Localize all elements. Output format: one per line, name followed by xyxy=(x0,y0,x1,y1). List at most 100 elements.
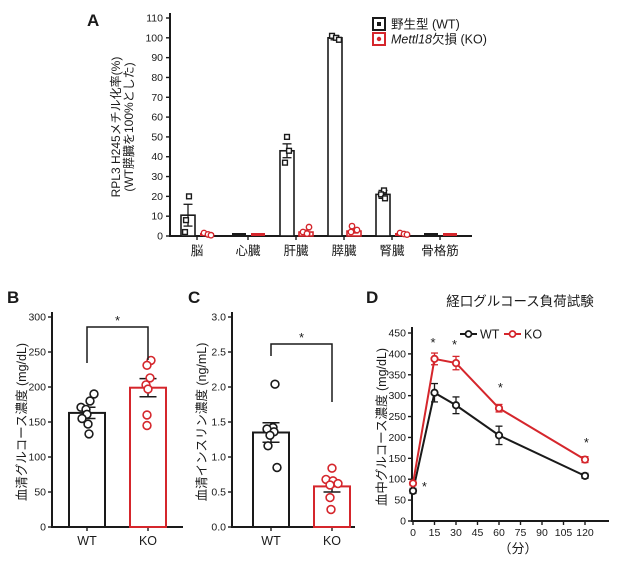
svg-text:70: 70 xyxy=(151,92,163,104)
svg-text:1.5: 1.5 xyxy=(211,417,226,429)
svg-text:脳: 脳 xyxy=(191,244,204,258)
svg-text:腎臓: 腎臓 xyxy=(379,244,405,258)
svg-text:300: 300 xyxy=(28,312,46,324)
svg-text:105: 105 xyxy=(555,527,573,539)
svg-text:*: * xyxy=(431,335,436,350)
svg-text:（分）: （分） xyxy=(498,541,537,556)
panel-a-category-labels: 脳 心臓 肝臓 膵臓 腎臓 骨格筋 xyxy=(191,243,459,258)
panel-d-label: D xyxy=(366,288,379,307)
svg-text:*: * xyxy=(498,380,503,395)
svg-text:KO: KO xyxy=(524,328,542,342)
svg-text:血清インスリン濃度 (ng/mL): 血清インスリン濃度 (ng/mL) xyxy=(195,343,209,502)
svg-text:0: 0 xyxy=(40,522,46,534)
svg-text:WT: WT xyxy=(261,534,281,548)
svg-text:2.5: 2.5 xyxy=(211,347,226,359)
panel-a-series-wt xyxy=(180,32,438,237)
panel-b-label: B xyxy=(7,288,20,307)
svg-text:3.0: 3.0 xyxy=(211,312,226,324)
svg-text:膵臓: 膵臓 xyxy=(331,244,357,258)
svg-text:0: 0 xyxy=(400,516,406,528)
svg-text:150: 150 xyxy=(388,453,406,465)
panel-b-bar-wt xyxy=(68,389,106,528)
svg-text:1.0: 1.0 xyxy=(211,452,226,464)
svg-text:80: 80 xyxy=(151,72,163,84)
panel-d-axes xyxy=(408,327,609,525)
svg-text:50: 50 xyxy=(151,131,163,143)
svg-text:250: 250 xyxy=(28,347,46,359)
svg-text:60: 60 xyxy=(151,112,163,124)
svg-text:90: 90 xyxy=(151,52,163,64)
panel-a-axes xyxy=(166,13,472,240)
svg-text:*: * xyxy=(452,337,457,352)
svg-text:野生型 (WT): 野生型 (WT) xyxy=(391,18,460,32)
panel-b-category-labels: WT KO xyxy=(77,534,157,548)
svg-text:Mettl18欠損 (KO): Mettl18欠損 (KO) xyxy=(391,32,487,47)
panel-b-ytick-labels: 0 50 100 150 200 250 300 xyxy=(28,312,46,534)
svg-text:90: 90 xyxy=(536,527,548,539)
panel-b-ylabel: 血清グルコース濃度 (mg/dL) xyxy=(14,343,29,501)
panel-c-ylabel: 血清インスリン濃度 (ng/mL) xyxy=(195,343,209,502)
svg-text:15: 15 xyxy=(429,527,441,539)
panel-a-ytick-labels: 0 10 20 30 40 50 60 70 80 90 100 110 xyxy=(145,13,163,243)
panel-b-chart: 0 50 100 150 200 250 300 血清グルコース濃度 (mg/dL) WT KO * xyxy=(14,312,183,548)
svg-text:0.0: 0.0 xyxy=(211,522,226,534)
panel-d-chart: 0 50 100 150 200 250 300 350 400 450 0 15 30 45 60 75 90… xyxy=(374,327,609,556)
panel-d-title: 経口グルコース負荷試験 xyxy=(446,294,594,309)
svg-text:45: 45 xyxy=(472,527,484,539)
panel-c-chart: 0.0 0.5 1.0 1.5 2.0 2.5 3.0 血清インスリン濃度 (ng/mL) WT… xyxy=(195,312,355,548)
svg-text:350: 350 xyxy=(388,369,406,381)
panel-b-bar-ko xyxy=(129,355,167,528)
panel-d-legend: WT KO xyxy=(460,328,542,342)
panel-c-category-labels: WT KO xyxy=(261,534,341,548)
svg-text:*: * xyxy=(115,313,120,328)
svg-text:0: 0 xyxy=(157,231,163,243)
svg-text:30: 30 xyxy=(450,527,462,539)
svg-text:*: * xyxy=(422,479,427,494)
svg-text:450: 450 xyxy=(388,328,406,340)
svg-text:60: 60 xyxy=(493,527,505,539)
svg-text:血清グルコース濃度 (mg/dL): 血清グルコース濃度 (mg/dL) xyxy=(14,343,29,501)
panel-d-tick-labels: 0 50 100 150 200 250 300 350 400 450 0 15 30 45 60 75 90… xyxy=(388,328,593,540)
svg-text:75: 75 xyxy=(515,527,527,539)
svg-text:血中グルコース濃度 (mg/dL): 血中グルコース濃度 (mg/dL) xyxy=(374,348,389,506)
panel-c-bar-wt xyxy=(252,379,290,528)
svg-text:300: 300 xyxy=(388,390,406,402)
panel-a-series-ko xyxy=(200,222,457,239)
svg-text:0: 0 xyxy=(410,527,416,539)
svg-text:骨格筋: 骨格筋 xyxy=(421,243,459,258)
svg-text:200: 200 xyxy=(388,432,406,444)
panel-c-bar-ko xyxy=(313,463,351,528)
svg-text:120: 120 xyxy=(576,527,594,539)
svg-text:110: 110 xyxy=(146,13,163,25)
svg-text:20: 20 xyxy=(151,191,163,203)
svg-text:2.0: 2.0 xyxy=(211,382,226,394)
svg-text:KO: KO xyxy=(323,534,341,548)
svg-text:200: 200 xyxy=(28,382,46,394)
panel-a-chart: 0 10 20 30 40 50 60 70 80 90 100 110 RPL3 H245メチル化率(… xyxy=(108,13,487,259)
panel-d-series-ko xyxy=(408,352,590,488)
panel-d-ylabel: 血中グルコース濃度 (mg/dL) xyxy=(374,348,389,506)
panel-c-significance: * xyxy=(270,330,333,402)
panel-d-xlabel: （分） xyxy=(498,541,537,556)
svg-text:心臓: 心臓 xyxy=(235,244,261,258)
svg-text:50: 50 xyxy=(34,487,46,499)
svg-text:100: 100 xyxy=(28,452,46,464)
panel-d-series-wt xyxy=(408,382,590,496)
svg-text:*: * xyxy=(299,330,304,345)
panel-a-ylabel: RPL3 H245メチル化率(%) (WT膵臓を100%とした) xyxy=(108,57,136,198)
svg-text:KO: KO xyxy=(139,534,157,548)
svg-text:RPL3 H245メチル化率(%): RPL3 H245メチル化率(%) xyxy=(108,57,123,198)
svg-text:10: 10 xyxy=(151,211,163,223)
panel-c-label: C xyxy=(188,288,201,307)
panel-a-label: A xyxy=(87,11,100,30)
panel-a-legend: 野生型 (WT)Mettl18欠損 (KO) xyxy=(372,17,487,47)
panel-c-ytick-labels: 0.0 0.5 1.0 1.5 2.0 2.5 3.0 xyxy=(211,312,226,534)
svg-text:100: 100 xyxy=(145,32,163,44)
svg-text:400: 400 xyxy=(388,348,406,360)
svg-text:150: 150 xyxy=(28,417,46,429)
panel-b-significance: * xyxy=(86,313,149,363)
svg-text:30: 30 xyxy=(151,171,163,183)
svg-text:*: * xyxy=(584,435,589,450)
svg-text:50: 50 xyxy=(394,495,406,507)
